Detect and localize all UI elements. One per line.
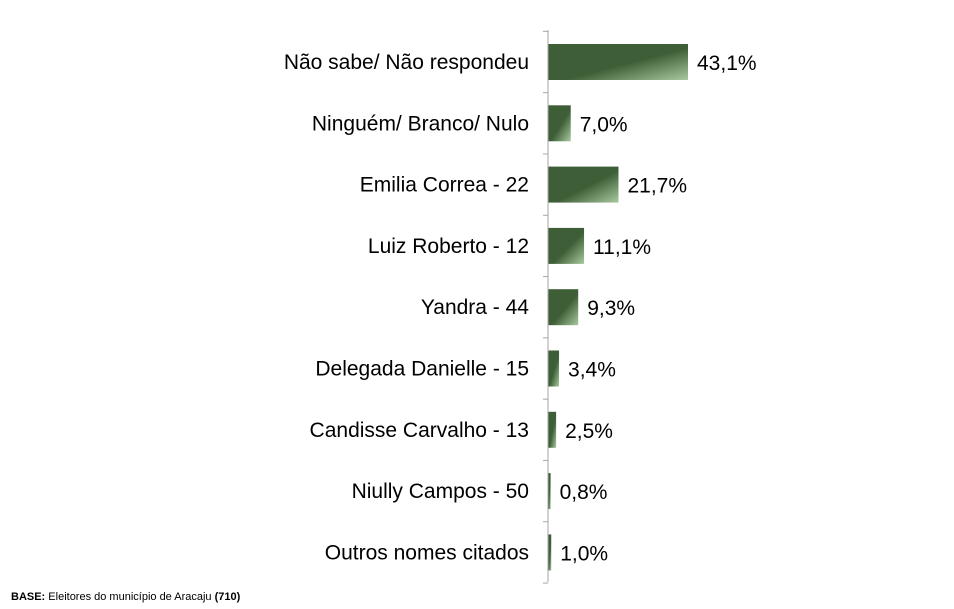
data-label: 21,7% bbox=[627, 175, 687, 198]
category-label: Candisse Carvalho - 13 bbox=[310, 419, 529, 442]
category-label: Não sabe/ Não respondeu bbox=[284, 51, 529, 74]
data-label: 11,1% bbox=[593, 236, 651, 259]
bar bbox=[548, 350, 560, 387]
bar bbox=[548, 411, 557, 448]
data-label: 9,3% bbox=[587, 297, 635, 320]
category-label: Outros nomes citados bbox=[325, 541, 529, 564]
category-label: Niully Campos - 50 bbox=[352, 480, 529, 503]
bar bbox=[548, 473, 551, 510]
data-label: 3,4% bbox=[568, 359, 616, 382]
bar bbox=[548, 105, 571, 142]
category-label: Delegada Danielle - 15 bbox=[315, 358, 529, 381]
category-label: Yandra - 44 bbox=[421, 296, 529, 319]
category-label: Emilia Correa - 22 bbox=[360, 174, 529, 197]
data-label: 2,5% bbox=[565, 420, 613, 443]
bar bbox=[548, 166, 619, 203]
category-label: Ninguém/ Branco/ Nulo bbox=[312, 112, 529, 135]
bar bbox=[548, 534, 552, 571]
bar bbox=[548, 227, 585, 264]
footnote-label: BASE: bbox=[11, 591, 46, 603]
category-label: Luiz Roberto - 12 bbox=[368, 235, 529, 258]
bar bbox=[548, 289, 579, 326]
footnote-count: (710) bbox=[214, 591, 241, 603]
data-label: 43,1% bbox=[697, 52, 757, 75]
data-label: 7,0% bbox=[580, 113, 628, 136]
bar bbox=[548, 44, 688, 80]
footnote-text: Eleitores do município de Aracaju bbox=[45, 591, 215, 603]
footnote-base: BASE: Eleitores do município de Aracaju … bbox=[11, 591, 240, 603]
data-label: 1,0% bbox=[560, 542, 608, 565]
bar-chart: Não sabe/ Não respondeu 43,1% Ninguém/ Bra… bbox=[284, 30, 757, 584]
data-label: 0,8% bbox=[560, 481, 608, 504]
